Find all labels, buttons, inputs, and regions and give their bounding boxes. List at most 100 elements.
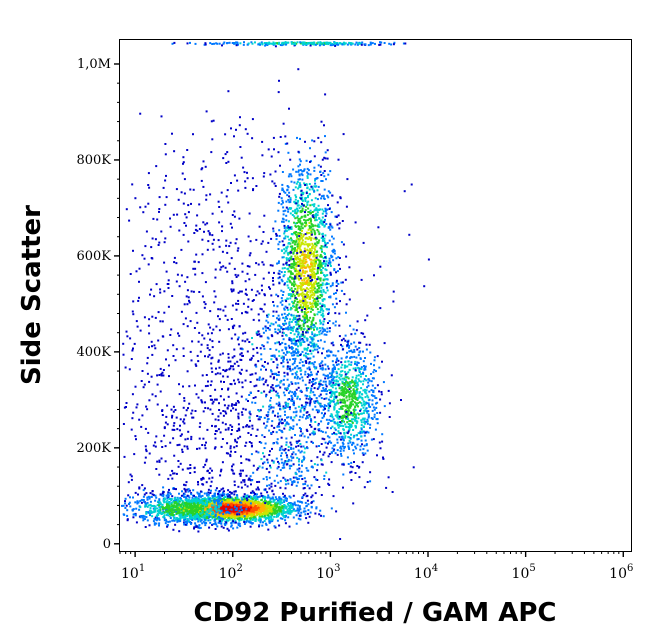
data-point: [269, 515, 272, 518]
data-point: [126, 519, 129, 522]
data-point: [289, 288, 291, 291]
data-point: [308, 255, 311, 258]
data-point: [300, 274, 303, 277]
data-point: [291, 272, 294, 275]
data-point: [302, 296, 305, 299]
data-point: [233, 499, 236, 502]
data-point: [212, 499, 215, 502]
data-point: [295, 257, 298, 259]
data-point: [207, 502, 210, 505]
data-point: [355, 422, 358, 425]
data-point: [344, 379, 347, 382]
data-point: [313, 286, 316, 289]
data-point: [202, 520, 205, 523]
data-point: [172, 515, 175, 518]
data-point: [334, 433, 337, 435]
data-point: [352, 367, 355, 370]
data-point: [179, 503, 182, 506]
data-point: [220, 518, 223, 521]
data-point: [295, 239, 298, 242]
data-point: [299, 262, 302, 265]
data-point: [316, 290, 319, 292]
data-point: [290, 237, 292, 240]
data-point: [347, 418, 350, 421]
data-point: [289, 280, 292, 283]
data-point: [275, 509, 278, 512]
data-point: [285, 257, 288, 260]
data-point: [356, 364, 359, 367]
data-point: [281, 303, 284, 306]
data-point: [355, 402, 358, 405]
data-point: [207, 496, 210, 499]
data-point: [142, 514, 145, 517]
data-point: [283, 500, 286, 503]
data-point: [291, 354, 294, 357]
data-point: [297, 233, 300, 236]
data-point: [163, 514, 166, 517]
data-point: [145, 516, 148, 519]
data-point: [294, 255, 297, 258]
data-point: [218, 512, 221, 515]
data-point: [213, 519, 216, 522]
data-point: [167, 491, 170, 494]
data-point: [350, 363, 353, 366]
data-point: [287, 253, 290, 256]
data-point: [303, 253, 306, 256]
data-point: [232, 508, 235, 511]
data-point: [279, 499, 282, 502]
data-point: [302, 269, 304, 272]
data-point: [350, 433, 353, 436]
data-point: [324, 210, 327, 213]
data-point: [357, 438, 360, 440]
data-point: [294, 350, 297, 353]
data-point: [259, 519, 262, 522]
data-point: [263, 520, 266, 522]
data-point: [327, 311, 330, 314]
data-point: [157, 517, 160, 520]
data-point: [232, 504, 235, 507]
data-point: [309, 212, 312, 215]
data-point: [329, 265, 332, 267]
data-point: [183, 495, 186, 498]
data-point: [158, 522, 161, 525]
data-point: [227, 519, 230, 522]
data-point: [188, 496, 191, 499]
data-point: [306, 293, 308, 296]
data-point: [320, 245, 323, 248]
data-point: [217, 494, 220, 497]
data-point: [296, 245, 299, 248]
data-point: [328, 226, 331, 229]
data-point: [158, 524, 160, 527]
data-point: [193, 527, 195, 530]
data-point: [297, 170, 300, 173]
data-point: [328, 259, 331, 262]
data-point: [278, 524, 281, 527]
data-point: [257, 513, 260, 515]
data-point: [309, 268, 312, 271]
data-point: [313, 382, 316, 385]
data-point: [184, 518, 187, 521]
data-point: [307, 256, 309, 259]
data-point: [312, 286, 315, 289]
data-point: [311, 224, 314, 227]
data-point: [354, 418, 357, 421]
data-point: [272, 227, 275, 230]
data-point: [251, 497, 254, 500]
data-point: [194, 504, 197, 507]
data-point: [285, 230, 288, 232]
data-point: [366, 449, 369, 452]
data-point: [164, 519, 167, 522]
data-point: [373, 356, 376, 359]
data-point: [310, 323, 313, 326]
data-point: [290, 293, 293, 296]
data-point: [203, 517, 206, 520]
data-point: [155, 518, 158, 521]
data-point: [212, 508, 215, 511]
data-point: [179, 516, 182, 519]
data-point: [299, 518, 302, 521]
data-point: [303, 293, 305, 296]
data-point: [253, 497, 256, 500]
data-point: [191, 496, 194, 499]
data-point: [266, 314, 268, 317]
data-point: [347, 377, 350, 380]
